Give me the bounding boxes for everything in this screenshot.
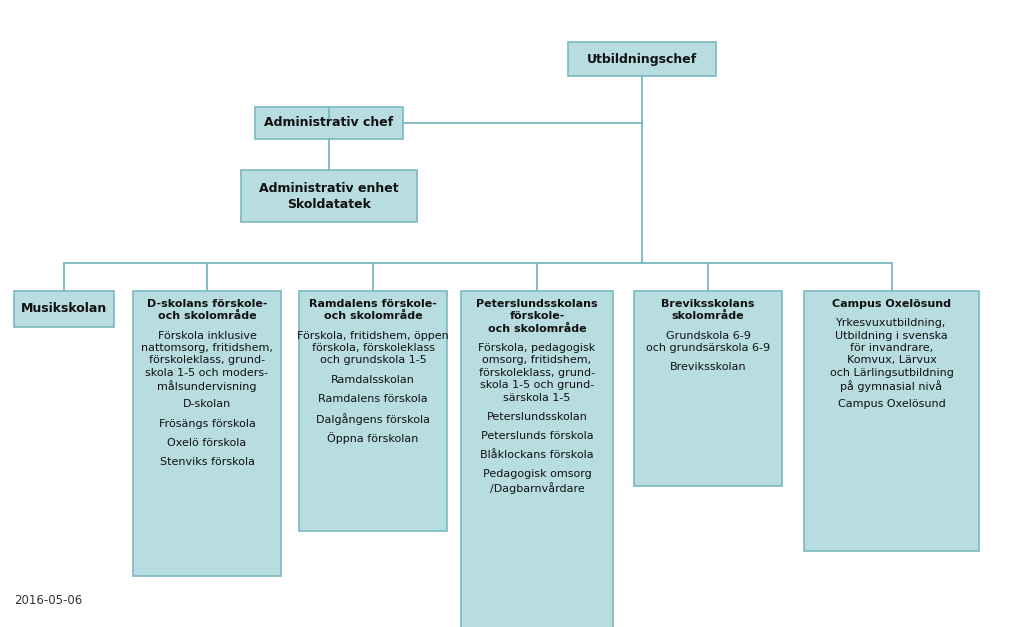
Text: omsorg, fritidshem,: omsorg, fritidshem, — [482, 356, 592, 366]
Text: Administrativ enhet
Skoldatatek: Administrativ enhet Skoldatatek — [259, 181, 398, 211]
Text: för invandrare,: för invandrare, — [850, 343, 933, 353]
FancyBboxPatch shape — [461, 291, 613, 627]
FancyBboxPatch shape — [241, 170, 417, 222]
Text: skola 1-5 och moders-: skola 1-5 och moders- — [145, 368, 268, 378]
Text: Administrativ chef: Administrativ chef — [264, 117, 393, 130]
Text: och skolområde: och skolområde — [158, 312, 256, 322]
Text: och Lärlingsutbildning: och Lärlingsutbildning — [829, 368, 953, 378]
FancyBboxPatch shape — [133, 291, 281, 576]
Text: Campus Oxelösund: Campus Oxelösund — [831, 299, 951, 309]
Text: förskoleklass, grund-: förskoleklass, grund- — [479, 368, 595, 378]
Text: Grundskola 6-9: Grundskola 6-9 — [666, 330, 751, 340]
Text: förskoleklass, grund-: förskoleklass, grund- — [148, 356, 265, 366]
Text: Förskola, fritidshem, öppen: Förskola, fritidshem, öppen — [297, 330, 449, 340]
Text: Ramdalens förskola: Ramdalens förskola — [318, 394, 428, 404]
Text: D-skolans förskole-: D-skolans förskole- — [146, 299, 267, 309]
Text: Dalgångens förskola: Dalgångens förskola — [316, 413, 430, 425]
Text: Utbildningschef: Utbildningschef — [587, 53, 697, 65]
Text: Förskola inklusive: Förskola inklusive — [158, 330, 256, 340]
Text: Musikskolan: Musikskolan — [20, 302, 108, 315]
Text: och skolområde: och skolområde — [324, 312, 422, 322]
Text: Frösängs förskola: Frösängs förskola — [159, 419, 255, 429]
Text: på gymnasial nivå: på gymnasial nivå — [841, 380, 942, 392]
Text: 2016-05-06: 2016-05-06 — [14, 594, 82, 607]
Text: Ramdalsskolan: Ramdalsskolan — [331, 375, 415, 384]
Text: Peterslunds förskola: Peterslunds förskola — [480, 431, 593, 441]
Text: Ramdalens förskole-: Ramdalens förskole- — [309, 299, 437, 309]
Text: Förskola, pedagogisk: Förskola, pedagogisk — [478, 343, 596, 353]
Text: D-skolan: D-skolan — [183, 399, 231, 409]
Text: och skolområde: och skolområde — [487, 324, 587, 334]
Text: Stenviks förskola: Stenviks förskola — [160, 457, 255, 467]
Text: särskola 1-5: särskola 1-5 — [504, 393, 570, 403]
Text: skola 1-5 och grund-: skola 1-5 och grund- — [480, 380, 594, 390]
Text: nattomsorg, fritidshem,: nattomsorg, fritidshem, — [141, 343, 273, 353]
Text: Breviksskolans: Breviksskolans — [662, 299, 755, 309]
FancyBboxPatch shape — [299, 291, 447, 531]
Text: Breviksskolan: Breviksskolan — [670, 362, 746, 372]
Text: Peterslundsskolan: Peterslundsskolan — [486, 412, 588, 422]
FancyBboxPatch shape — [255, 107, 403, 139]
Text: och grundsärskola 6-9: och grundsärskola 6-9 — [646, 343, 770, 353]
Text: Campus Oxelösund: Campus Oxelösund — [838, 399, 945, 409]
Text: målsundervisning: målsundervisning — [158, 380, 257, 392]
Text: Oxelö förskola: Oxelö förskola — [167, 438, 247, 448]
Text: förskole-: förskole- — [509, 312, 564, 322]
Text: Komvux, Lärvux: Komvux, Lärvux — [847, 356, 936, 366]
FancyBboxPatch shape — [14, 291, 114, 327]
Text: Utbildning i svenska: Utbildning i svenska — [836, 330, 948, 340]
Text: Blåklockans förskola: Blåklockans förskola — [480, 450, 594, 460]
Text: Yrkesvuxutbildning,: Yrkesvuxutbildning, — [837, 319, 946, 328]
Text: skolområde: skolområde — [672, 312, 744, 322]
FancyBboxPatch shape — [634, 291, 782, 486]
Text: Öppna förskolan: Öppna förskolan — [328, 432, 419, 444]
FancyBboxPatch shape — [568, 42, 716, 76]
Text: förskola, förskoleklass: förskola, förskoleklass — [311, 343, 434, 353]
Text: och grundskola 1-5: och grundskola 1-5 — [319, 356, 426, 366]
FancyBboxPatch shape — [804, 291, 979, 551]
Text: Peterslundsskolans: Peterslundsskolans — [476, 299, 598, 309]
Text: Pedagogisk omsorg: Pedagogisk omsorg — [482, 470, 592, 480]
Text: /Dagbarnvårdare: /Dagbarnvårdare — [489, 482, 585, 494]
